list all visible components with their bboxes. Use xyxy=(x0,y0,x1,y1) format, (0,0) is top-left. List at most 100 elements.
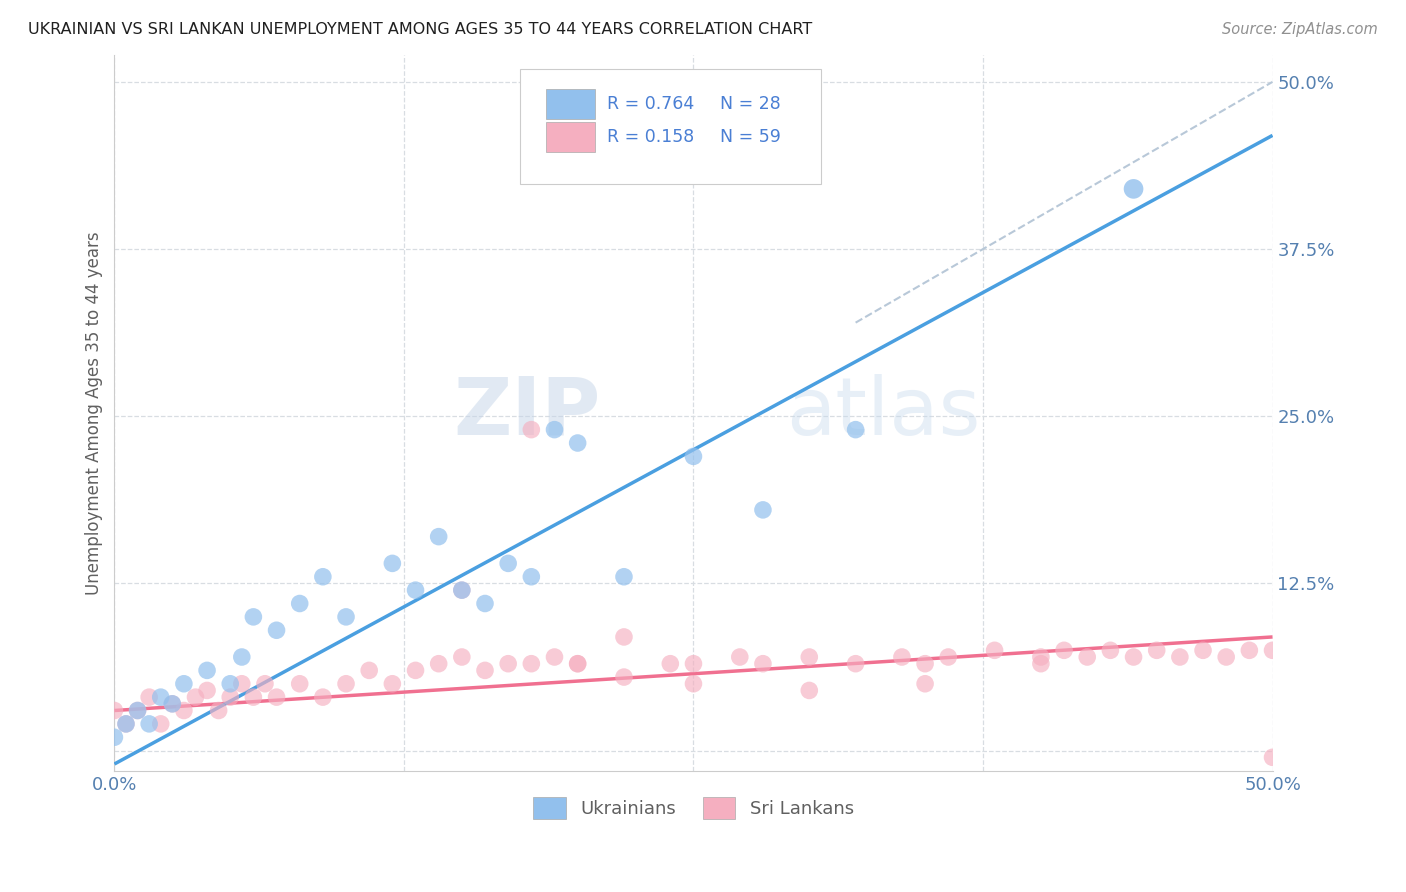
Text: N = 28: N = 28 xyxy=(720,95,780,112)
Point xyxy=(242,610,264,624)
Point xyxy=(1168,650,1191,665)
Point xyxy=(231,677,253,691)
Point xyxy=(752,657,775,671)
Point xyxy=(208,704,231,718)
Point xyxy=(231,650,253,665)
Point xyxy=(450,650,472,665)
Text: R = 0.158: R = 0.158 xyxy=(606,128,693,146)
Point xyxy=(427,657,450,671)
Point xyxy=(520,570,543,584)
Point xyxy=(450,583,472,598)
Point xyxy=(335,677,357,691)
Point xyxy=(1122,182,1144,196)
Point xyxy=(253,677,276,691)
Point xyxy=(312,570,335,584)
Point xyxy=(195,683,218,698)
Point xyxy=(381,557,404,571)
Text: atlas: atlas xyxy=(786,374,980,452)
Text: R = 0.764: R = 0.764 xyxy=(606,95,693,112)
Point xyxy=(173,704,195,718)
FancyBboxPatch shape xyxy=(547,122,595,153)
Point xyxy=(173,677,195,691)
Point xyxy=(162,697,184,711)
Point xyxy=(613,570,636,584)
Point xyxy=(520,657,543,671)
Point xyxy=(613,670,636,684)
Point xyxy=(288,597,311,611)
Point xyxy=(127,704,149,718)
Point xyxy=(496,557,519,571)
FancyBboxPatch shape xyxy=(520,70,821,184)
Point xyxy=(520,423,543,437)
Point xyxy=(427,530,450,544)
Point xyxy=(1076,650,1098,665)
Point xyxy=(1099,643,1122,657)
Point xyxy=(184,690,207,705)
Point xyxy=(474,664,496,678)
Point xyxy=(567,657,589,671)
Point xyxy=(1053,643,1076,657)
Point xyxy=(799,683,821,698)
Point xyxy=(567,436,589,450)
Point xyxy=(405,583,427,598)
Point xyxy=(115,717,138,731)
Point xyxy=(195,664,218,678)
Point xyxy=(162,697,184,711)
Point xyxy=(1261,643,1284,657)
Point xyxy=(138,690,160,705)
Point xyxy=(682,677,704,691)
Point xyxy=(242,690,264,705)
Point xyxy=(543,650,565,665)
Point xyxy=(312,690,335,705)
Point xyxy=(659,657,682,671)
Point xyxy=(115,717,138,731)
Point xyxy=(914,677,936,691)
Point xyxy=(914,657,936,671)
Point xyxy=(474,597,496,611)
Point xyxy=(381,677,404,691)
Point xyxy=(359,664,381,678)
Point xyxy=(845,657,868,671)
Point xyxy=(1146,643,1168,657)
Point xyxy=(1029,657,1052,671)
Point xyxy=(219,677,242,691)
Point xyxy=(103,731,125,745)
Text: N = 59: N = 59 xyxy=(720,128,780,146)
Point xyxy=(149,717,172,731)
Point xyxy=(1192,643,1215,657)
Point xyxy=(138,717,160,731)
Point xyxy=(543,423,565,437)
Point xyxy=(149,690,172,705)
Point xyxy=(682,657,704,671)
Text: UKRAINIAN VS SRI LANKAN UNEMPLOYMENT AMONG AGES 35 TO 44 YEARS CORRELATION CHART: UKRAINIAN VS SRI LANKAN UNEMPLOYMENT AMO… xyxy=(28,22,813,37)
Point xyxy=(103,704,125,718)
Point xyxy=(450,583,472,598)
Text: Source: ZipAtlas.com: Source: ZipAtlas.com xyxy=(1222,22,1378,37)
Point xyxy=(127,704,149,718)
Point xyxy=(728,650,751,665)
Point xyxy=(567,657,589,671)
Point xyxy=(496,657,519,671)
Point xyxy=(266,690,288,705)
Legend: Ukrainians, Sri Lankans: Ukrainians, Sri Lankans xyxy=(526,789,860,826)
Point xyxy=(983,643,1005,657)
Point xyxy=(752,503,775,517)
Point xyxy=(682,450,704,464)
FancyBboxPatch shape xyxy=(547,89,595,119)
Point xyxy=(1215,650,1237,665)
Point xyxy=(219,690,242,705)
Point xyxy=(845,423,868,437)
Point xyxy=(266,624,288,638)
Text: ZIP: ZIP xyxy=(454,374,600,452)
Point xyxy=(613,630,636,644)
Point xyxy=(335,610,357,624)
Point xyxy=(288,677,311,691)
Point xyxy=(1122,650,1144,665)
Y-axis label: Unemployment Among Ages 35 to 44 years: Unemployment Among Ages 35 to 44 years xyxy=(86,231,103,595)
Point xyxy=(890,650,912,665)
Point xyxy=(1029,650,1052,665)
Point xyxy=(1239,643,1261,657)
Point xyxy=(799,650,821,665)
Point xyxy=(405,664,427,678)
Point xyxy=(1261,750,1284,764)
